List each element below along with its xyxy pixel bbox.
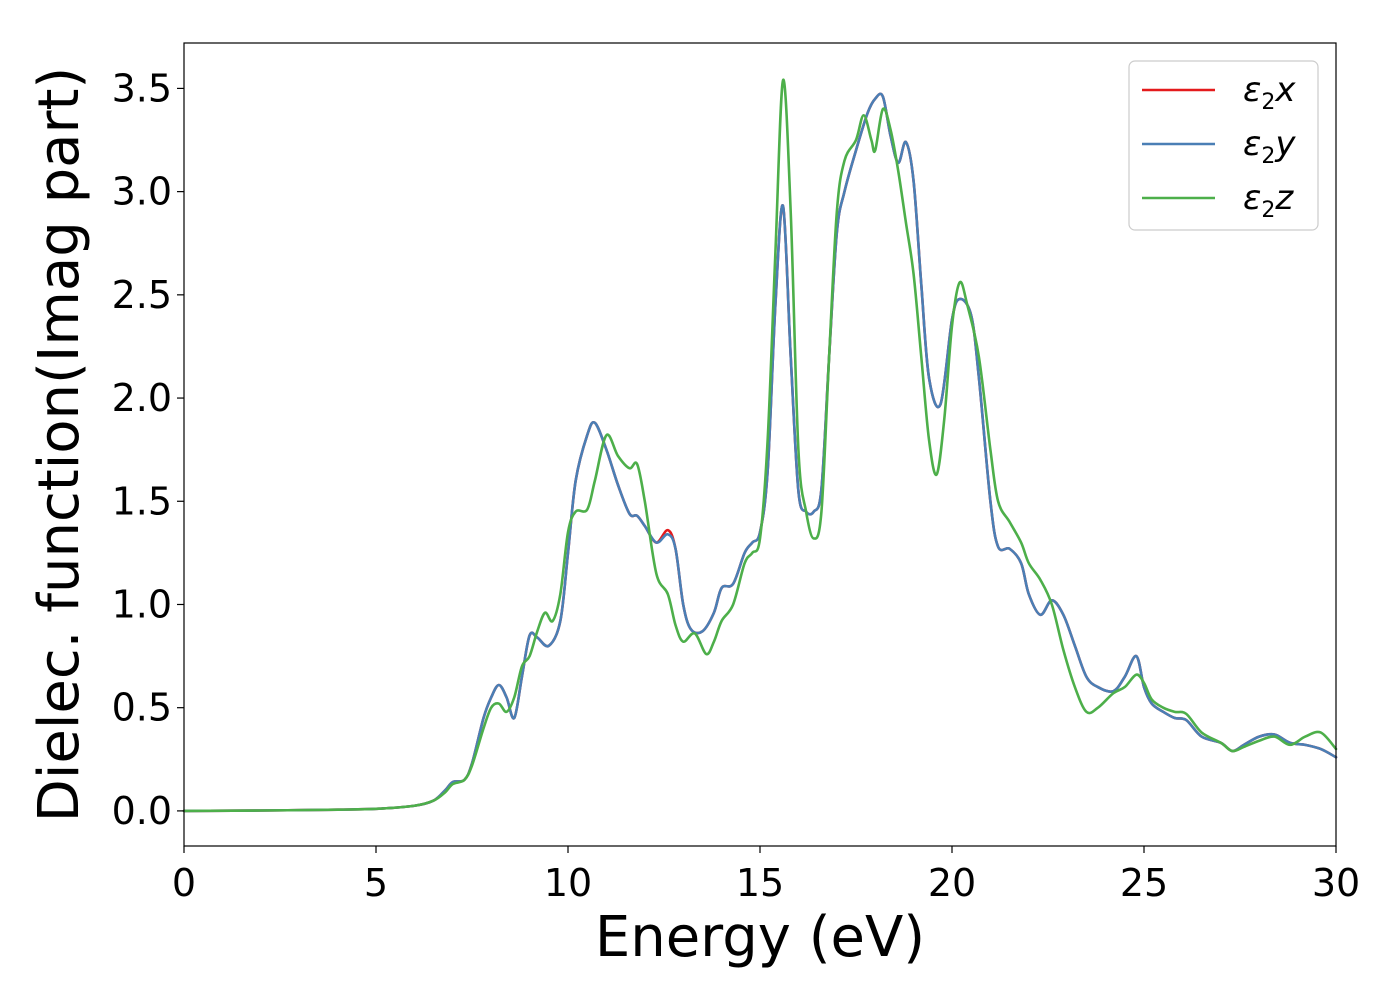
y-tick-label: 3.0 <box>112 170 172 214</box>
x-tick-label: 30 <box>1312 861 1360 905</box>
x-tick-label: 0 <box>172 861 196 905</box>
y-tick-label: 0.0 <box>112 789 172 833</box>
x-tick-label: 10 <box>544 861 592 905</box>
x-axis-title: Energy (eV) <box>595 905 925 970</box>
series-layer <box>182 78 1338 813</box>
legend-label-x: ε2x <box>1243 70 1296 115</box>
legend-frame <box>1128 60 1319 231</box>
x-tick-label: 20 <box>928 861 976 905</box>
y-tick-label: 1.0 <box>112 582 172 626</box>
x-tick-label: 15 <box>736 861 784 905</box>
series-line-y <box>182 92 1338 813</box>
legend: ε2x ε2y ε2z <box>1128 60 1319 231</box>
x-tick-label: 5 <box>364 861 388 905</box>
y-tick-label: 3.5 <box>112 66 172 110</box>
y-tick-label: 0.5 <box>112 686 172 730</box>
y-tick-label: 2.5 <box>112 273 172 317</box>
y-tick-label: 2.0 <box>112 376 172 420</box>
y-tick-label: 1.5 <box>112 479 172 523</box>
legend-label-z: ε2z <box>1243 178 1294 223</box>
series-line-z <box>182 78 1338 813</box>
x-axis-ticks: 0 5 10 15 20 25 30 <box>172 846 1360 905</box>
legend-label-y: ε2y <box>1243 124 1296 169</box>
x-tick-label: 25 <box>1120 861 1168 905</box>
y-axis-ticks: 0.0 0.5 1.0 1.5 2.0 2.5 3.0 3.5 <box>112 66 184 833</box>
y-axis-title: Dielec. function(Imag part) <box>27 67 92 823</box>
